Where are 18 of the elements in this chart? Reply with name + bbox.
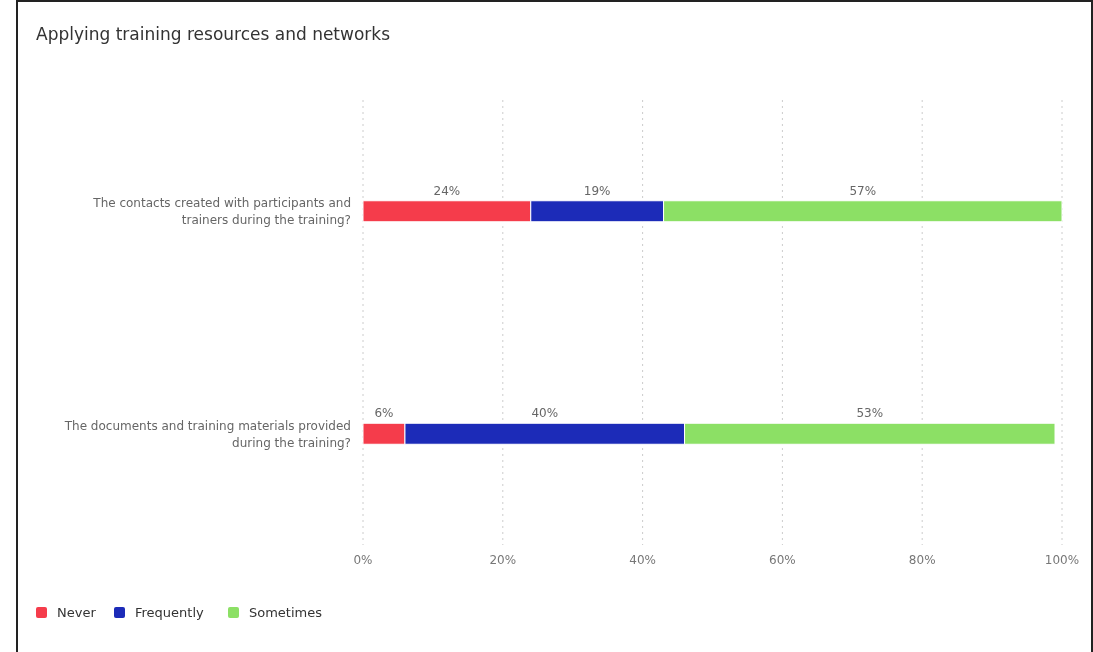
x-tick-label: 0%	[353, 553, 373, 567]
data-label: 57%	[849, 183, 877, 198]
legend-label: Frequently	[135, 605, 205, 620]
data-label: 24%	[433, 183, 461, 198]
data-label: 53%	[856, 406, 884, 421]
y-tick-label: The contacts created with participants and trainers during the training?	[92, 196, 351, 228]
x-tick-label: 20%	[489, 553, 517, 567]
x-tick-label: 40%	[629, 553, 656, 567]
text: Applying training resources and networks	[36, 24, 391, 44]
x-tick-label: 80%	[908, 553, 936, 567]
y-tick-label: The documents and training materials provided during the training?	[63, 418, 351, 450]
x-tick-label: 100%	[1044, 553, 1080, 567]
legend-label: Sometimes	[249, 605, 323, 620]
data-label: 6%	[374, 406, 394, 421]
legend-label: Never	[57, 605, 97, 620]
data-label: 40%	[531, 406, 559, 421]
x-tick-label: 60%	[769, 553, 796, 567]
data-label: 19%	[583, 183, 611, 198]
